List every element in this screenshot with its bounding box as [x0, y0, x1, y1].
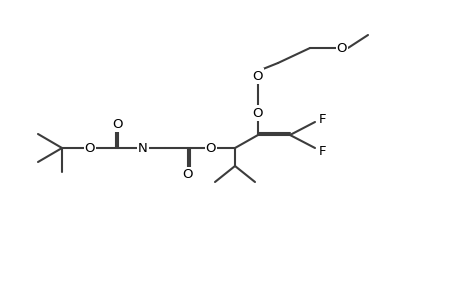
Text: F: F	[319, 145, 326, 158]
Text: O: O	[252, 106, 263, 119]
Text: O: O	[205, 142, 216, 154]
Text: O: O	[336, 41, 347, 55]
Text: N: N	[138, 142, 147, 154]
Text: O: O	[84, 142, 95, 154]
Text: O: O	[182, 169, 193, 182]
Text: O: O	[112, 118, 123, 130]
Text: F: F	[319, 112, 326, 125]
Text: O: O	[252, 70, 263, 83]
